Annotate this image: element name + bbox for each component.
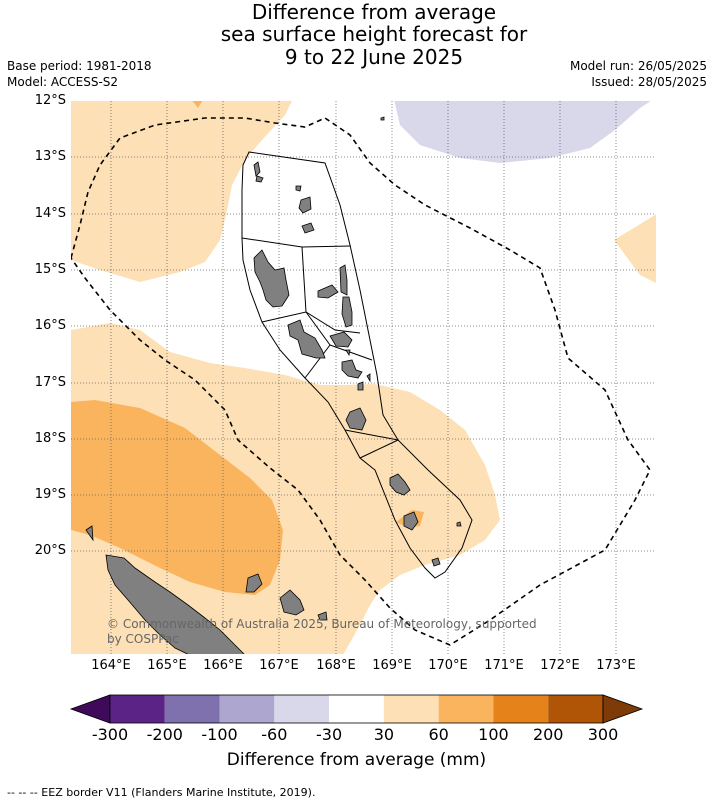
- strong-positive-anomaly-region: [71, 400, 283, 595]
- colorbar-title: Difference from average (mm): [226, 750, 487, 770]
- graticule: [71, 101, 656, 654]
- lat-label: 13°S: [34, 149, 66, 164]
- colorbar-tick-label: -60: [261, 725, 288, 744]
- lon-label: 167°E: [259, 658, 299, 673]
- lon-label: 169°E: [372, 658, 412, 673]
- lat-label: 15°S: [34, 262, 66, 277]
- issued-date: Issued: 28/05/2025: [591, 75, 707, 89]
- title-line-1: Difference from average: [251, 0, 497, 24]
- orange-fleck-north: [192, 101, 203, 108]
- lon-label: 166°E: [203, 658, 243, 673]
- lon-label: 168°E: [316, 658, 356, 673]
- lon-label: 170°E: [428, 658, 468, 673]
- colorbar-tick-label: 300: [587, 725, 619, 744]
- title-line-2: sea surface height forecast for: [220, 22, 528, 46]
- title-line-3: 9 to 22 June 2025: [284, 45, 464, 69]
- lat-label: 20°S: [34, 543, 66, 558]
- colorbar-tick-label: 30: [373, 725, 395, 744]
- lon-label: 165°E: [147, 658, 187, 673]
- colorbar-tick-label: 100: [478, 725, 509, 744]
- colorbar-tick-label: -200: [146, 725, 183, 744]
- colorbar-tick-label: -30: [316, 725, 343, 744]
- lon-label: 164°E: [91, 658, 131, 673]
- colorbar-tick-label: 200: [532, 725, 564, 744]
- base-period: Base period: 1981-2018: [7, 59, 152, 73]
- land-masses: [85, 116, 462, 654]
- sea-height-map: [71, 101, 656, 654]
- lon-label: 173°E: [596, 658, 636, 673]
- lat-label: 12°S: [34, 93, 66, 108]
- positive-anomaly-region-northwest: [71, 101, 292, 282]
- eez-footnote: -- -- -- EEZ border V11 (Flanders Marine…: [7, 786, 316, 799]
- eez-border: [71, 117, 651, 646]
- positive-anomaly-region-east: [614, 214, 656, 283]
- lon-label: 171°E: [484, 658, 524, 673]
- model-run: Model run: 26/05/2025: [569, 59, 707, 73]
- lat-label: 17°S: [34, 375, 66, 390]
- province-boundaries: [241, 151, 473, 579]
- copyright-notice: © Commonwealth of Australia 2025, Bureau…: [107, 617, 537, 646]
- lat-label: 14°S: [34, 206, 66, 221]
- colorbar-tick-label: -300: [91, 725, 129, 744]
- lon-label: 172°E: [540, 658, 580, 673]
- lat-label: 16°S: [34, 318, 66, 333]
- colorbar-tick-label: -100: [201, 725, 238, 744]
- lat-label: 18°S: [34, 431, 66, 446]
- colorbar-tick-label: 60: [428, 725, 449, 744]
- model-name: Model: ACCESS-S2: [7, 75, 119, 89]
- lat-label: 19°S: [34, 487, 66, 502]
- negative-anomaly-region: [394, 101, 651, 163]
